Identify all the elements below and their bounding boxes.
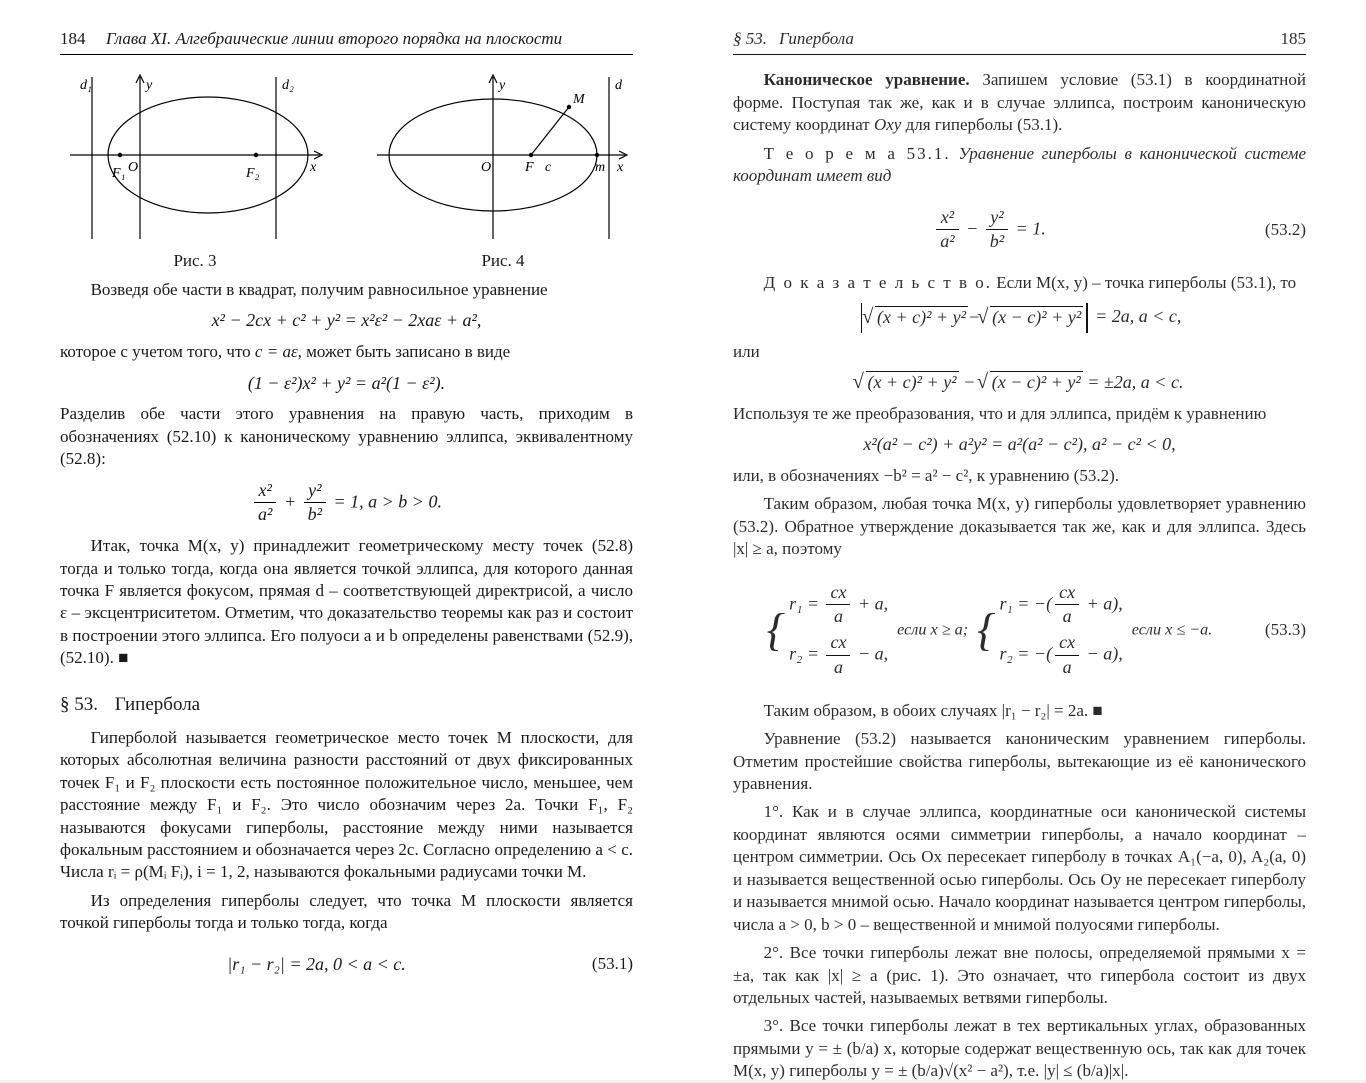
figure-4-svg: y x O F M d c m xyxy=(373,69,633,244)
right-eq1-row: x²a² − y²b² = 1. (53.2) xyxy=(733,198,1306,263)
left-eq4-row: |r₁ − r₂| = 2a, 0 < a < c. (53.1) xyxy=(60,945,633,985)
svg-text:x: x xyxy=(616,160,624,175)
page-number-right: 185 xyxy=(1260,28,1306,50)
book-spread: 184 Глава XI. Алгебраические линии второ… xyxy=(0,0,1366,1080)
svg-text:d: d xyxy=(615,78,623,93)
running-head-title-right: Гипербола xyxy=(779,28,1260,50)
figure-4-caption: Рис. 4 xyxy=(373,250,633,272)
left-p1: Возведя обе части в квадрат, получим рав… xyxy=(60,279,633,301)
left-eq1: x² − 2cx + c² + y² = x²ε² − 2xaε + a², xyxy=(60,309,633,333)
right-p1: Каноническое уравнение. Запишем условие … xyxy=(733,69,1306,136)
right-proof-p5: Таким образом, в обоих случаях |r₁ − r₂|… xyxy=(733,700,1306,722)
page-left: 184 Глава XI. Алгебраические линии второ… xyxy=(0,0,683,1080)
svg-text:F: F xyxy=(524,160,534,175)
right-p4: 2°. Все точки гиперболы лежат вне полосы… xyxy=(733,942,1306,1009)
svg-text:y: y xyxy=(497,78,506,93)
left-p6: Из определения гиперболы следует, что то… xyxy=(60,890,633,935)
right-or: или xyxy=(733,341,1306,363)
svg-text:d₂: d₂ xyxy=(282,78,294,93)
left-eq3: x²a² + y²b² = 1, a > b > 0. xyxy=(60,479,633,528)
right-eq5-row: { r₁ = cxa + a, r₂ = cxa − a, если x ≥ a… xyxy=(733,571,1306,690)
svg-text:y: y xyxy=(144,78,153,93)
right-eq4: x²(a² − c²) + a²y² = a²(a² − c²), a² − c… xyxy=(733,433,1306,457)
figure-3-svg: d₁ y d₂ O x F₁ F₂ xyxy=(60,69,330,244)
right-eq5-num: (53.3) xyxy=(1246,619,1306,641)
right-proof-start: Д о к а з а т е л ь с т в о. Если M(x, y… xyxy=(733,272,1306,294)
figures-row: d₁ y d₂ O x F₁ F₂ Рис. 3 xyxy=(60,69,633,272)
right-eq1: x²a² − y²b² = 1. xyxy=(733,206,1246,255)
running-head-title-left: Глава XI. Алгебраические линии второго п… xyxy=(106,28,633,50)
svg-text:d₁: d₁ xyxy=(80,78,92,93)
theorem-label: Т е о р е м а 53.1. xyxy=(764,144,951,163)
left-p3: Разделив обе части этого уравнения на пр… xyxy=(60,403,633,470)
page-right: § 53. Гипербола 185 Каноническое уравнен… xyxy=(683,0,1366,1080)
running-head-right: § 53. Гипербола 185 xyxy=(733,28,1306,55)
svg-text:c: c xyxy=(545,160,552,175)
running-head-right-para: § 53. xyxy=(733,28,779,50)
left-eq2: (1 − ε²)x² + y² = a²(1 − ε²). xyxy=(60,372,633,396)
right-eq5: { r₁ = cxa + a, r₂ = cxa − a, если x ≥ a… xyxy=(733,579,1246,682)
figure-3-caption: Рис. 3 xyxy=(60,250,330,272)
figure-3: d₁ y d₂ O x F₁ F₂ Рис. 3 xyxy=(60,69,330,272)
right-p3: 1°. Как и в случае эллипса, координатные… xyxy=(733,801,1306,936)
svg-text:m: m xyxy=(595,160,605,175)
running-head-left: 184 Глава XI. Алгебраические линии второ… xyxy=(60,28,633,55)
figure-4: y x O F M d c m Рис. 4 xyxy=(373,69,633,272)
proof-label: Д о к а з а т е л ь с т в о. xyxy=(764,273,992,292)
right-eq2: (x + c)² + y² − (x − c)² + y² = 2a, a < … xyxy=(733,303,1306,333)
left-p5: Гиперболой называется геометрическое мес… xyxy=(60,727,633,884)
svg-text:M: M xyxy=(572,92,586,107)
svg-text:F₁: F₁ xyxy=(111,166,125,181)
right-proof-p3: или, в обозначениях −b² = a² − c², к ура… xyxy=(733,465,1306,487)
page-number-left: 184 xyxy=(60,28,106,50)
right-p5: 3°. Все точки гиперболы лежат в тех верт… xyxy=(733,1015,1306,1082)
svg-text:O: O xyxy=(128,160,138,175)
section-53-para: § 53. xyxy=(60,694,98,715)
right-p2: Уравнение (53.2) называется каноническим… xyxy=(733,728,1306,795)
section-53-name: Гипербола xyxy=(115,694,200,715)
svg-text:F₂: F₂ xyxy=(245,166,260,181)
svg-text:x: x xyxy=(309,160,317,175)
right-theorem: Т е о р е м а 53.1. Уравнение гиперболы … xyxy=(733,143,1306,188)
left-eq4-num: (53.1) xyxy=(573,953,633,975)
right-eq3: (x + c)² + y² − (x − c)² + y² = ±2a, a <… xyxy=(733,371,1306,395)
right-proof-p2: Используя те же преобразования, что и дл… xyxy=(733,403,1306,425)
svg-text:O: O xyxy=(481,160,491,175)
right-proof-p4: Таким образом, любая точка M(x, y) гипер… xyxy=(733,493,1306,560)
section-53-title: § 53. Гипербола xyxy=(60,692,633,717)
right-eq1-num: (53.2) xyxy=(1246,219,1306,241)
left-eq4: |r₁ − r₂| = 2a, 0 < a < c. xyxy=(60,953,573,977)
left-p2: которое с учетом того, что c = aε, может… xyxy=(60,341,633,363)
left-p4: Итак, точка M(x, y) принадлежит геометри… xyxy=(60,535,633,670)
